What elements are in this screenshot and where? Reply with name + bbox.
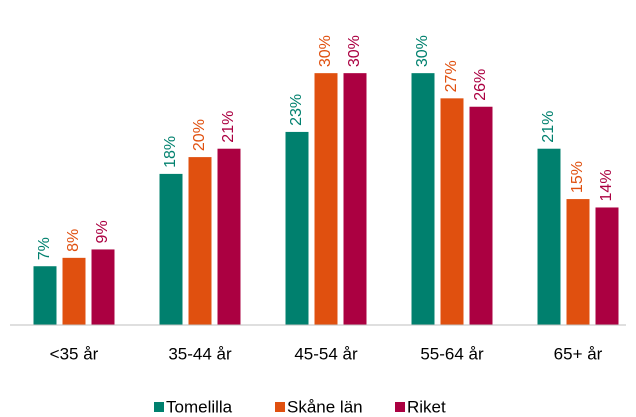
- data-label: 30%: [346, 35, 363, 67]
- legend-label: Skåne län: [287, 397, 363, 416]
- data-label: 15%: [569, 161, 586, 193]
- data-label: 21%: [220, 111, 237, 143]
- legend-label: Tomelilla: [166, 397, 233, 416]
- data-label: 18%: [162, 136, 179, 168]
- legend-swatch: [395, 402, 405, 412]
- bar: [188, 157, 212, 325]
- data-label: 30%: [317, 35, 334, 67]
- bar: [537, 148, 561, 325]
- x-tick-label: <35 år: [50, 344, 99, 363]
- data-label: 14%: [598, 169, 615, 201]
- x-tick-label: 35-44 år: [168, 344, 232, 363]
- bar: [595, 207, 619, 325]
- bar: [285, 131, 309, 325]
- bar: [469, 106, 493, 325]
- data-label: 26%: [472, 69, 489, 101]
- bar: [159, 173, 183, 325]
- data-label: 27%: [443, 60, 460, 92]
- bar: [91, 249, 115, 325]
- bar: [411, 73, 435, 325]
- data-label: 23%: [288, 94, 305, 126]
- bar: [440, 98, 464, 325]
- bar: [314, 73, 338, 325]
- x-tick-label: 65+ år: [554, 344, 603, 363]
- bar: [217, 148, 241, 325]
- data-label: 9%: [94, 220, 111, 243]
- x-tick-label: 55-64 år: [420, 344, 484, 363]
- data-label: 20%: [191, 119, 208, 151]
- bar: [33, 266, 57, 325]
- legend-swatch: [154, 402, 164, 412]
- data-label: 7%: [36, 237, 53, 260]
- x-tick-label: 45-54 år: [294, 344, 358, 363]
- data-label: 8%: [65, 229, 82, 252]
- bar: [343, 73, 367, 325]
- legend-label: Riket: [407, 397, 446, 416]
- bar: [566, 199, 590, 325]
- data-label: 21%: [540, 111, 557, 143]
- legend-swatch: [275, 402, 285, 412]
- bar: [62, 257, 86, 325]
- data-label: 30%: [414, 35, 431, 67]
